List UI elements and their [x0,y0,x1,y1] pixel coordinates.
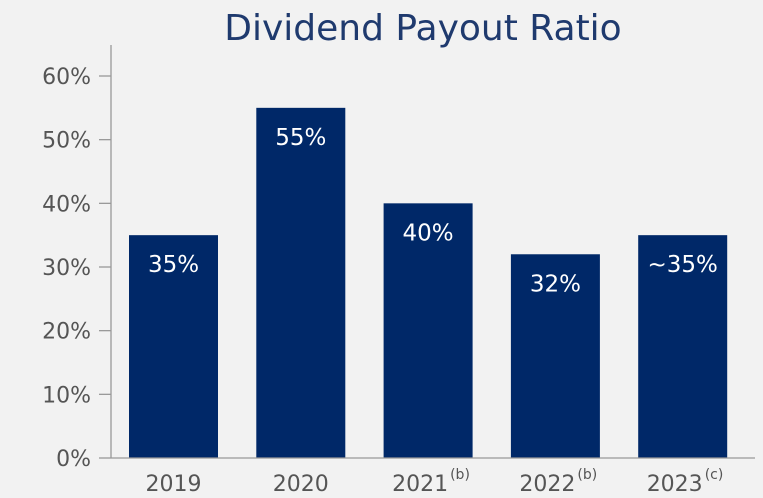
x-tick-footnote: (c) [705,467,724,483]
bars-group: 35% 55% 40% 32% ~35% [129,107,728,458]
bar-2022 [510,254,600,458]
y-tick-label: 60% [42,65,91,90]
x-tick-footnote: (b) [450,467,470,483]
y-axis: 0% 10% 20% 30% 40% 50% 60% [42,45,112,472]
bar-2023 [638,235,728,458]
bar-2019 [129,235,218,458]
bar-value-label: 35% [148,252,199,278]
x-tick-footnote: (b) [577,467,597,483]
bar-2020 [256,107,346,458]
bar-value-label: 55% [275,125,326,151]
bar-2021 [383,203,473,458]
bar-value-label: 32% [530,271,581,297]
x-axis: 2019 2020 2021 (b) 2022 (b) 2023 (c) [111,457,755,497]
y-tick-label: 40% [42,192,91,217]
x-tick-label: 2022 [519,472,575,497]
y-tick-label: 10% [42,383,91,408]
x-tick-label: 2020 [273,472,329,497]
y-tick-label: 30% [42,256,91,281]
bar-value-label: ~35% [647,252,717,278]
y-tick-label: 50% [42,129,91,154]
y-tick-label: 0% [56,447,91,472]
x-tick-label: 2021 [392,472,448,497]
x-tick-label: 2023 [647,472,703,497]
y-tick-label: 20% [42,320,91,345]
chart-title: Dividend Payout Ratio [224,8,621,49]
x-tick-label: 2019 [146,472,202,497]
bar-value-label: 40% [403,220,454,246]
